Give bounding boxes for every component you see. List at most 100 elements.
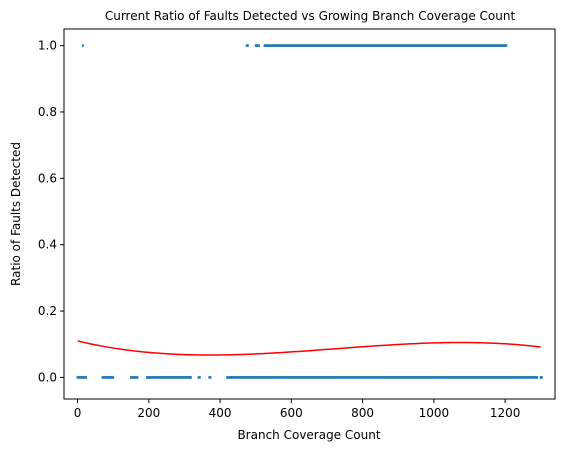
data-point xyxy=(282,376,285,379)
data-point xyxy=(325,44,328,47)
y-tick-label: 1.0 xyxy=(38,39,57,53)
data-point xyxy=(420,376,423,379)
data-point xyxy=(372,44,375,47)
y-axis: 0.0 0.2 0.4 0.6 0.8 1.0 xyxy=(38,39,64,384)
data-point xyxy=(288,376,291,379)
data-point xyxy=(363,376,366,379)
data-point xyxy=(268,376,271,379)
data-point xyxy=(491,44,494,47)
data-point xyxy=(346,44,349,47)
data-point xyxy=(244,376,247,379)
data-point xyxy=(398,44,401,47)
data-point xyxy=(505,376,508,379)
data-point xyxy=(459,376,462,379)
data-point xyxy=(437,44,440,47)
data-point xyxy=(413,376,416,379)
data-point xyxy=(249,376,252,379)
data-point xyxy=(368,376,371,379)
data-point xyxy=(281,44,284,47)
data-point xyxy=(313,44,316,47)
data-point xyxy=(430,44,433,47)
data-point xyxy=(373,44,376,47)
data-point xyxy=(385,376,388,379)
data-point xyxy=(467,44,470,47)
data-point xyxy=(303,44,306,47)
data-point xyxy=(324,44,327,47)
data-point xyxy=(430,376,433,379)
data-point xyxy=(446,44,449,47)
data-point xyxy=(283,376,286,379)
data-point xyxy=(344,44,347,47)
data-point xyxy=(497,44,500,47)
data-point xyxy=(494,376,497,379)
data-point xyxy=(189,376,192,379)
data-point xyxy=(473,376,476,379)
data-point xyxy=(78,376,81,379)
data-point xyxy=(133,376,136,379)
data-point xyxy=(475,44,478,47)
data-point xyxy=(327,376,330,379)
data-point xyxy=(326,376,329,379)
data-point xyxy=(505,44,508,47)
y-tick-label: 0.6 xyxy=(38,171,57,185)
data-point xyxy=(529,376,532,379)
data-point xyxy=(335,376,338,379)
data-point xyxy=(266,44,269,47)
data-point xyxy=(466,44,469,47)
data-point xyxy=(309,44,312,47)
data-point xyxy=(361,376,364,379)
data-point xyxy=(289,44,292,47)
data-point xyxy=(434,376,437,379)
data-point xyxy=(503,376,506,379)
data-point xyxy=(186,376,189,379)
data-point xyxy=(305,376,308,379)
data-point xyxy=(294,376,297,379)
data-point xyxy=(230,376,233,379)
data-point xyxy=(402,376,405,379)
data-point xyxy=(453,376,456,379)
data-point xyxy=(299,376,302,379)
data-point xyxy=(302,376,305,379)
data-point xyxy=(260,376,263,379)
data-point xyxy=(474,376,477,379)
data-point xyxy=(389,44,392,47)
data-point xyxy=(414,44,417,47)
data-point xyxy=(263,376,266,379)
data-point xyxy=(229,376,232,379)
data-point xyxy=(366,44,369,47)
data-point xyxy=(184,376,187,379)
data-point xyxy=(149,376,152,379)
data-point xyxy=(425,44,428,47)
data-point xyxy=(394,44,397,47)
data-point xyxy=(251,376,254,379)
data-point xyxy=(287,376,290,379)
data-point xyxy=(437,376,440,379)
data-point xyxy=(448,376,451,379)
data-point xyxy=(85,376,88,379)
data-point xyxy=(257,44,260,47)
data-point xyxy=(426,376,429,379)
data-point xyxy=(284,376,287,379)
data-point xyxy=(401,376,404,379)
data-point xyxy=(477,376,480,379)
data-point xyxy=(432,44,435,47)
data-point xyxy=(433,376,436,379)
data-point xyxy=(396,44,399,47)
data-point xyxy=(450,376,453,379)
data-point xyxy=(228,376,231,379)
data-point xyxy=(472,376,475,379)
data-point xyxy=(412,376,415,379)
data-point xyxy=(539,376,542,379)
data-point xyxy=(358,44,361,47)
data-point xyxy=(442,44,445,47)
data-point xyxy=(387,44,390,47)
data-point xyxy=(398,376,401,379)
data-point xyxy=(288,44,291,47)
data-point xyxy=(80,376,83,379)
data-point xyxy=(540,376,543,379)
data-point xyxy=(443,44,446,47)
data-point xyxy=(187,376,190,379)
data-point xyxy=(499,44,502,47)
data-point xyxy=(375,376,378,379)
